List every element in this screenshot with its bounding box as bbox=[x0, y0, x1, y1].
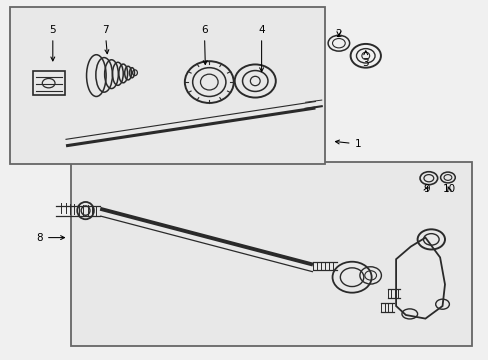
Text: 3: 3 bbox=[362, 51, 368, 68]
Text: 1: 1 bbox=[335, 139, 361, 149]
Text: 9: 9 bbox=[422, 184, 429, 194]
FancyBboxPatch shape bbox=[71, 162, 471, 346]
FancyBboxPatch shape bbox=[10, 7, 325, 164]
Text: 7: 7 bbox=[102, 25, 109, 54]
Text: 2: 2 bbox=[335, 29, 342, 39]
Text: 5: 5 bbox=[49, 25, 56, 61]
Text: 10: 10 bbox=[442, 184, 454, 194]
Text: 4: 4 bbox=[258, 25, 264, 72]
Text: 8: 8 bbox=[36, 233, 64, 243]
Text: 6: 6 bbox=[201, 25, 207, 64]
